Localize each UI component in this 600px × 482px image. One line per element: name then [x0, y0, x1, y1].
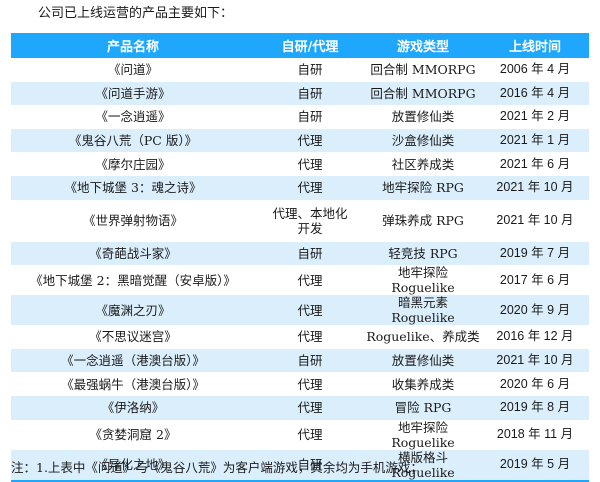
- cell-genre: 收集养成类: [391, 376, 455, 392]
- cell-genre: 放置修仙类: [391, 109, 455, 125]
- cell-product-name: 《不思议迷宫》: [89, 329, 177, 345]
- cell-source: 代理: [255, 175, 365, 200]
- cell-launch-date: 2021 年 6 月: [499, 156, 571, 171]
- table-row: 《贪婪洞窟 2》 代理 地牢探险 Roguelike 2018 年 11 月: [11, 420, 589, 450]
- header-launch-date: 上线时间: [481, 33, 589, 58]
- cell-source: 自研: [297, 109, 323, 125]
- cell-product-name: 《问道手游》: [11, 81, 255, 106]
- cell-launch-date: 2019 年 7 月: [481, 241, 589, 266]
- cell-source: 代理: [255, 295, 365, 326]
- cell-source: 自研: [255, 241, 365, 266]
- cell-launch-date: 2021 年 10 月: [496, 213, 574, 228]
- table-row: 《异化之地》 自研 横版格斗 Roguelike 2019 年 5 月: [11, 449, 589, 482]
- cell-genre: 弹珠养成 RPG: [382, 213, 464, 229]
- cell-source: 代理: [297, 272, 323, 288]
- header-product-name: 产品名称: [11, 33, 255, 58]
- cell-genre: 轻竞技 RPG: [365, 241, 481, 266]
- cell-launch-date: 2016 年 4 月: [481, 81, 589, 106]
- table-row: 《魔渊之刃》 代理 暗黑元素 Roguelike 2020 年 9 月: [11, 295, 589, 326]
- table-row: 《一念逍遥（港澳台版）》 自研 放置修仙类 2021 年 10 月: [11, 348, 589, 373]
- cell-product-name: 《一念逍遥》: [95, 109, 171, 125]
- table-row: 《不思议迷宫》 代理 Roguelike、养成类 2016 年 12 月: [11, 325, 589, 349]
- cell-source: 代理、本地化开发: [272, 205, 348, 236]
- table-row: 《最强蜗牛（港澳台版）》 代理 收集养成类 2020 年 6 月: [11, 372, 589, 396]
- cell-source: 自研: [297, 62, 323, 78]
- cell-product-name: 《世界弹射物语》: [82, 213, 183, 229]
- intro-text: 公司已上线运营的产品主要如下：: [38, 6, 234, 21]
- cell-source: 代理: [255, 395, 365, 420]
- cell-genre: 放置修仙类: [365, 348, 481, 373]
- cell-genre: Roguelike、养成类: [366, 329, 480, 345]
- cell-product-name: 《异化之地》: [11, 449, 255, 482]
- header-source: 自研/代理: [255, 33, 365, 58]
- cell-genre: 回合制 MMORPG: [370, 62, 476, 78]
- table-row: 《世界弹射物语》 代理、本地化开发 弹珠养成 RPG 2021 年 10 月: [11, 200, 589, 242]
- cell-product-name: 《摩尔庄园》: [95, 156, 171, 172]
- cell-launch-date: 2021 年 10 月: [481, 175, 589, 200]
- cell-source: 代理: [297, 329, 323, 345]
- cell-launch-date: 2021 年 10 月: [481, 348, 589, 373]
- cell-source: 自研: [255, 449, 365, 482]
- cell-genre: 地牢探险 Roguelike: [391, 265, 455, 296]
- table-row: 《地下城堡 2：黑暗觉醒（安卓版）》 代理 地牢探险 Roguelike 201…: [11, 265, 589, 295]
- cell-genre: 暗黑元素 Roguelike: [365, 295, 481, 326]
- cell-launch-date: 2016 年 12 月: [496, 329, 574, 344]
- cell-product-name: 《地下城堡 2：黑暗觉醒（安卓版）》: [30, 272, 236, 288]
- cell-product-name: 《问道》: [107, 62, 158, 78]
- cell-genre: 冒险 RPG: [365, 395, 481, 420]
- cell-source: 自研: [255, 81, 365, 106]
- cell-launch-date: 2021 年 2 月: [499, 109, 571, 124]
- cell-source: 代理: [297, 427, 323, 443]
- cell-launch-date: 2019 年 8 月: [481, 395, 589, 420]
- cell-source: 代理: [255, 128, 365, 153]
- cell-source: 代理: [297, 376, 323, 392]
- cell-product-name: 《一念逍遥（港澳台版）》: [11, 348, 255, 373]
- cell-source: 代理: [297, 156, 323, 172]
- header-genre: 游戏类型: [365, 33, 481, 58]
- table-row: 《一念逍遥》 自研 放置修仙类 2021 年 2 月: [11, 105, 589, 129]
- cell-product-name: 《贪婪洞窟 2》: [89, 427, 177, 443]
- cell-launch-date: 2021 年 1 月: [481, 128, 589, 153]
- cell-source: 自研: [255, 348, 365, 373]
- cell-product-name: 《地下城堡 3：魂之诗》: [11, 175, 255, 200]
- cell-genre: 地牢探险 Roguelike: [391, 419, 455, 450]
- cell-launch-date: 2020 年 6 月: [499, 376, 571, 391]
- table-row: 《伊洛纳》 代理 冒险 RPG 2019 年 8 月: [11, 395, 589, 420]
- cell-genre: 回合制 MMORPG: [365, 81, 481, 106]
- cell-launch-date: 2019 年 5 月: [481, 449, 589, 482]
- cell-product-name: 《鬼谷八荒（PC 版）》: [11, 128, 255, 153]
- cell-product-name: 《最强蜗牛（港澳台版）》: [61, 376, 205, 392]
- cell-product-name: 《伊洛纳》: [11, 395, 255, 420]
- table-row: 《地下城堡 3：魂之诗》 代理 地牢探险 RPG 2021 年 10 月: [11, 175, 589, 200]
- cell-genre: 地牢探险 RPG: [365, 175, 481, 200]
- cell-launch-date: 2018 年 11 月: [496, 427, 574, 442]
- cell-product-name: 《魔渊之刃》: [11, 295, 255, 326]
- cell-genre: 沙盒修仙类: [365, 128, 481, 153]
- products-table: 产品名称 自研/代理 游戏类型 上线时间 《问道》 自研 回合制 MMORPG …: [11, 33, 589, 482]
- cell-launch-date: 2020 年 9 月: [481, 295, 589, 326]
- table-header-row: 产品名称 自研/代理 游戏类型 上线时间: [11, 33, 589, 58]
- cell-launch-date: 2017 年 6 月: [499, 272, 571, 287]
- table-row: 《鬼谷八荒（PC 版）》 代理 沙盒修仙类 2021 年 1 月: [11, 128, 589, 153]
- table-row: 《问道手游》 自研 回合制 MMORPG 2016 年 4 月: [11, 81, 589, 106]
- table-row: 《问道》 自研 回合制 MMORPG 2006 年 4 月: [11, 58, 589, 82]
- table-footnote: 注：1.上表中《问道》与《鬼谷八荒》为客户端游戏，其余均为手机游戏；: [11, 460, 423, 475]
- table-row: 《摩尔庄园》 代理 社区养成类 2021 年 6 月: [11, 152, 589, 176]
- cell-product-name: 《奇葩战斗家》: [11, 241, 255, 266]
- cell-genre: 社区养成类: [391, 156, 455, 172]
- cell-launch-date: 2006 年 4 月: [499, 62, 571, 77]
- table-row: 《奇葩战斗家》 自研 轻竞技 RPG 2019 年 7 月: [11, 241, 589, 266]
- cell-genre: 横版格斗 Roguelike: [365, 449, 481, 482]
